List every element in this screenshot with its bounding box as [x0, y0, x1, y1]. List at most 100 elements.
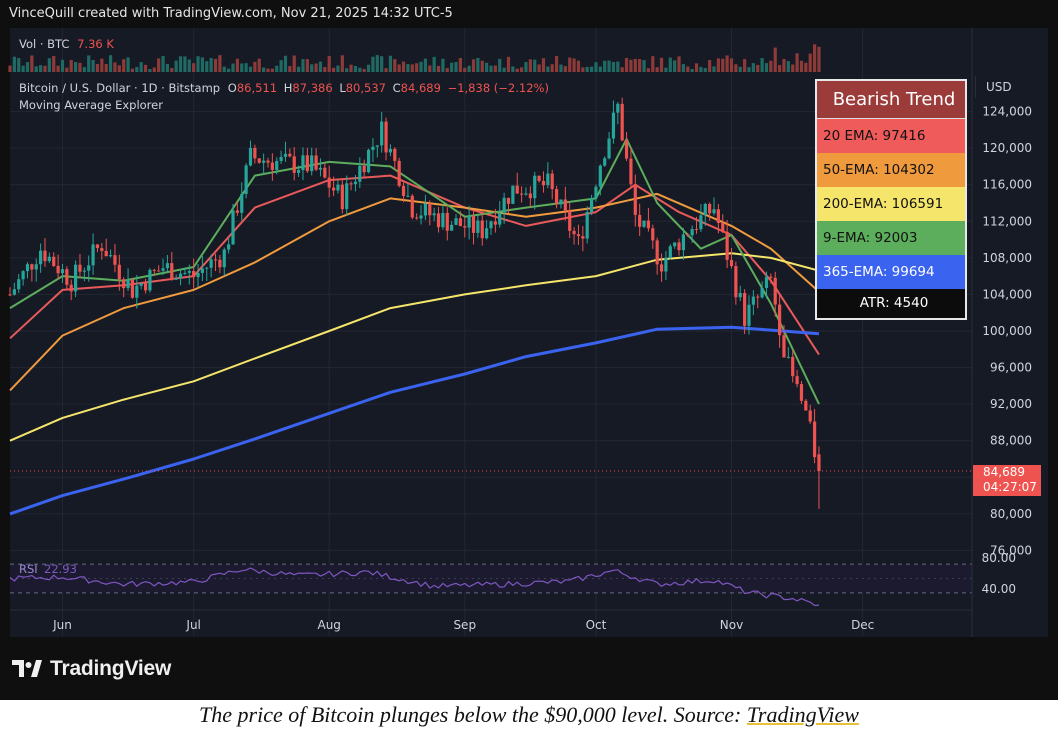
candle-body [183, 272, 187, 274]
y-tick-label: 92,000 [990, 397, 1032, 411]
candle-body [305, 155, 309, 172]
candle-body [576, 234, 581, 237]
high-label: H [283, 81, 293, 95]
volume-bar [231, 63, 235, 72]
volume-bar [651, 56, 655, 72]
candle-body [323, 167, 327, 178]
volume-bar [47, 58, 51, 72]
candle-body [760, 288, 764, 298]
rsi-pane: RSI 22.93 80.00 40.00 [9, 551, 1016, 607]
low-value: 80,537 [345, 81, 386, 95]
y-tick-label: 116,000 [982, 178, 1032, 192]
volume-bar [533, 59, 537, 72]
volume-bar [65, 67, 69, 72]
volume-bar [126, 57, 130, 72]
candle-body [659, 264, 664, 272]
volume-label: Vol · BTC [19, 37, 70, 51]
candle-body [262, 160, 266, 163]
y-tick-label: 120,000 [982, 141, 1032, 155]
x-tick-label: Jul [185, 618, 200, 632]
volume-bar [25, 62, 30, 72]
volume-bar [756, 64, 760, 72]
volume-bar [428, 65, 432, 72]
candle-body [178, 273, 183, 279]
volume-bar [358, 67, 362, 72]
volume-bar [594, 62, 598, 72]
caption-source-link[interactable]: TradingView [746, 702, 859, 727]
candle-body [410, 195, 414, 218]
candle-body [65, 269, 69, 285]
candle-body [550, 173, 554, 190]
candle-body [331, 187, 336, 191]
x-tick-label: Aug [317, 618, 340, 632]
moving-average-lines [9, 138, 820, 516]
volume-bar [253, 61, 257, 72]
volume-bar [747, 67, 751, 72]
candle-body [213, 259, 218, 261]
candle-body [200, 268, 204, 273]
volume-bar [585, 66, 589, 72]
volume-bar [52, 56, 56, 72]
volume-bar [91, 60, 95, 72]
candlesticks [8, 97, 821, 509]
volume-bar [30, 55, 34, 72]
volume-bar [489, 65, 493, 72]
candle-body [690, 229, 694, 236]
axes: 76,00080,00084,00088,00092,00096,000100,… [10, 28, 1032, 637]
volume-bar [240, 63, 244, 72]
candle-body [716, 209, 720, 224]
candle-body [782, 335, 786, 358]
indicator-label[interactable]: Moving Average Explorer [19, 98, 163, 112]
candle-body [751, 296, 755, 305]
candle-body [506, 197, 511, 204]
volume-bar [476, 57, 480, 72]
symbol-label[interactable]: Bitcoin / U.S. Dollar · 1D · Bitstamp [19, 81, 221, 95]
volume-bar [187, 59, 191, 72]
volume-bar [743, 59, 747, 72]
volume-bar [734, 64, 738, 72]
candle-body [454, 218, 458, 225]
figure-caption: The price of Bitcoin plunges below the $… [0, 700, 1058, 730]
volume-bar [235, 58, 239, 72]
candle-body [340, 184, 344, 210]
volume-bar [397, 64, 401, 72]
volume-bar [655, 67, 659, 72]
candle-body [196, 272, 200, 278]
volume-legend: Vol · BTC 7.36 K [19, 37, 114, 51]
candle-body [694, 229, 699, 231]
volume-bar [782, 58, 786, 72]
candle-body [620, 103, 624, 141]
x-tick-label: Sep [453, 618, 476, 632]
tradingview-logo[interactable]: TradingView [12, 656, 171, 682]
volume-bar [165, 63, 170, 72]
candle-body [336, 184, 340, 191]
volume-bar [620, 67, 624, 72]
volume-bar [340, 55, 344, 72]
candle-body [78, 264, 82, 272]
candle-body [528, 193, 532, 199]
candle-body [209, 259, 213, 268]
candle-body [493, 221, 497, 225]
candle-body [673, 242, 677, 247]
volume-bar [511, 66, 515, 72]
candle-body [489, 221, 493, 229]
change-value: −1,838 (−2.12%) [447, 81, 549, 95]
candle-body [642, 220, 646, 227]
volume-bar [60, 59, 65, 72]
volume-bar [301, 59, 305, 72]
candle-body [598, 165, 602, 187]
chart-frame: VinceQuill created with TradingView.com,… [0, 0, 1058, 700]
volume-bar [266, 68, 270, 72]
volume-bar [690, 68, 694, 72]
candle-body [218, 259, 222, 268]
candle-body [646, 220, 651, 229]
candle-body [82, 270, 86, 272]
candle-body [712, 209, 716, 214]
candle-body [629, 158, 633, 185]
volume-bar [791, 64, 795, 72]
volume-bar [817, 46, 821, 72]
volume-bar [170, 68, 174, 72]
volume-bar [183, 56, 187, 72]
currency-label[interactable]: USD [975, 76, 1047, 98]
